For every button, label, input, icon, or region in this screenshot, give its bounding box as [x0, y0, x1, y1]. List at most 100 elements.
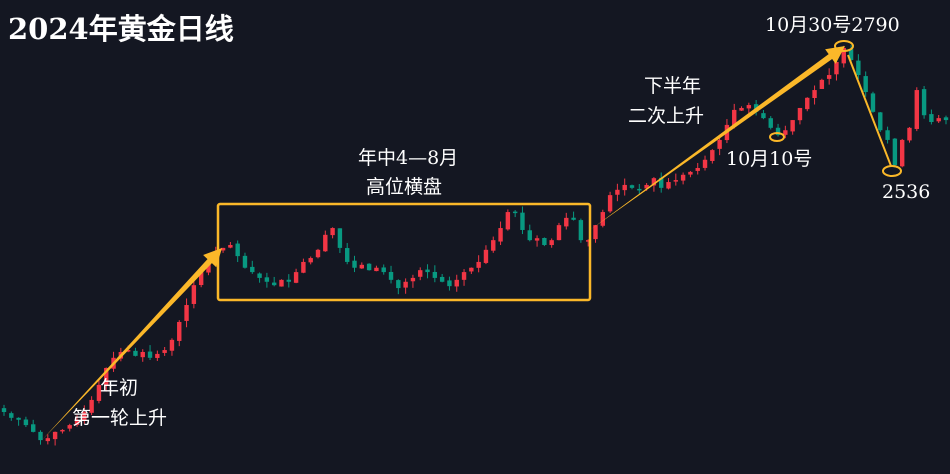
candle-body	[330, 228, 335, 236]
candle-body	[578, 220, 584, 241]
candle-body	[549, 240, 554, 246]
candle-body	[637, 188, 642, 191]
candle-body	[447, 280, 452, 287]
candle-body	[885, 130, 890, 140]
candle-body	[264, 277, 270, 282]
candle-body	[60, 429, 65, 432]
candle-body	[257, 273, 262, 278]
candle-body	[184, 305, 189, 321]
candle-body	[242, 255, 248, 268]
candle-body	[454, 279, 459, 287]
candle-body	[680, 174, 686, 181]
annotation-phase2-line2: 高位横盘	[366, 176, 443, 198]
candle-body	[921, 89, 927, 116]
candle-body	[666, 182, 671, 189]
candle-body	[856, 60, 861, 76]
candle-body	[593, 225, 598, 240]
candle-body	[564, 217, 569, 227]
candle-body	[848, 49, 854, 61]
annotation-phase2-line1: 年中4—8月	[358, 147, 459, 169]
candle-body	[556, 225, 562, 241]
candle-body	[366, 263, 372, 271]
candle-body	[410, 277, 416, 282]
candle-body	[615, 189, 620, 195]
candle-body	[534, 238, 540, 241]
candle-body	[907, 127, 912, 141]
annotation-peak: 10月30号2790	[765, 14, 900, 36]
candle-body	[878, 112, 883, 131]
candle-body	[929, 114, 934, 123]
candle-body	[169, 339, 175, 351]
chart-title: 2024年黄金日线	[8, 12, 234, 46]
candle-body	[512, 211, 518, 214]
candle-body	[206, 261, 211, 273]
candle-body	[177, 321, 182, 341]
candle-body	[812, 90, 817, 98]
annotation-phase3-line2: 二次上升	[628, 105, 705, 127]
candle-body	[323, 234, 328, 252]
candle-body	[629, 185, 635, 188]
candle-body	[235, 243, 240, 257]
candle-body	[761, 113, 766, 119]
candle-body	[498, 228, 503, 242]
peak-marker-circle	[834, 40, 854, 52]
candle-body	[337, 228, 343, 248]
candle-body	[505, 212, 511, 230]
candle-body	[805, 97, 810, 110]
candle-body	[644, 184, 649, 189]
candle-body	[96, 384, 102, 401]
candle-body	[352, 260, 357, 268]
candle-body	[359, 264, 365, 269]
candle-body	[374, 267, 379, 272]
candle-body	[797, 107, 803, 121]
candle-body	[9, 413, 14, 418]
candle-body	[943, 117, 949, 121]
line-pullback	[847, 54, 892, 167]
arrow-second-rise	[590, 46, 845, 230]
candle-body	[491, 240, 496, 251]
candle-body	[775, 127, 781, 136]
annotation-phase3-line1: 下半年	[644, 75, 702, 97]
candle-body	[82, 412, 87, 421]
candle-body	[38, 431, 43, 441]
candle-body	[432, 271, 438, 278]
candle-body	[834, 61, 839, 75]
candle-body	[155, 353, 160, 358]
candle-body	[717, 139, 722, 149]
candle-body	[790, 120, 795, 132]
candle-body	[403, 281, 408, 288]
candle-body	[45, 438, 51, 442]
candle-body	[600, 212, 605, 226]
candle-body	[710, 150, 715, 161]
candle-body	[279, 279, 284, 287]
candle-body	[688, 171, 693, 175]
candle-body	[191, 285, 197, 304]
candle-body	[381, 267, 386, 273]
candle-body	[542, 238, 547, 245]
candle-body	[162, 350, 167, 353]
candle-body	[469, 267, 474, 272]
candle-body	[301, 261, 306, 273]
pullback-marker-circle	[882, 165, 902, 177]
candle-body	[520, 212, 525, 230]
candle-body	[607, 195, 613, 212]
candle-body	[286, 279, 291, 282]
candle-body	[527, 230, 532, 241]
candle-body	[622, 184, 627, 191]
candle-body	[104, 367, 109, 386]
candle-body	[228, 244, 233, 248]
candle-body	[870, 93, 876, 112]
oct10-marker-circle	[769, 132, 785, 142]
candle-body	[125, 350, 131, 352]
candle-body	[220, 247, 226, 251]
candle-body	[147, 351, 153, 358]
candle-body	[739, 107, 744, 111]
candle-body	[308, 258, 313, 263]
candle-body	[571, 217, 576, 220]
candle-body	[425, 269, 430, 273]
candle-body	[271, 282, 277, 286]
candle-body	[67, 425, 72, 429]
candle-body	[702, 159, 708, 168]
